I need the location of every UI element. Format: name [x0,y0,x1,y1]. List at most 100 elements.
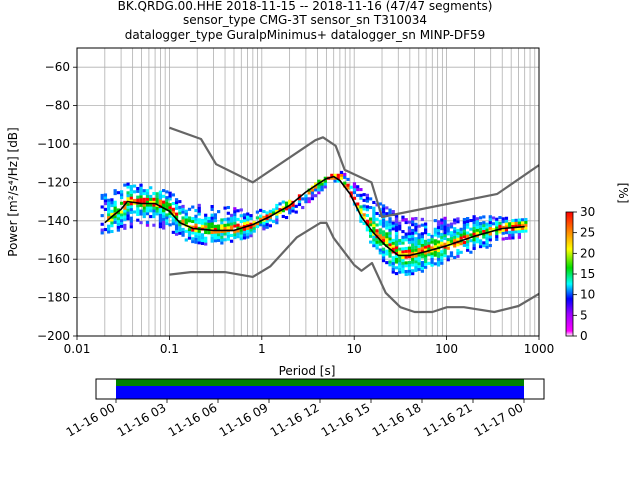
cloud-cell [275,215,279,219]
cloud-cell [281,214,285,219]
cloud-cell [155,195,159,199]
cloud-cell [288,199,292,203]
cloud-cell [417,262,421,266]
cloud-cell [372,209,376,213]
cloud-cell [259,217,263,221]
x-tick-label: 1000 [524,342,555,356]
cloud-cell [404,255,408,259]
cloud-cell [145,212,150,216]
cloud-cell [372,212,376,216]
cloud-cell [162,217,166,221]
cloud-cell [485,242,489,246]
cloud-cell [200,221,205,225]
cloud-cell [126,194,130,198]
x-tick-label: 0.01 [64,342,91,356]
cloud-cell [436,228,441,232]
cloud-cell [440,221,444,225]
cloud-cell [385,223,389,227]
cloud-cell [369,234,373,238]
cloud-cell [103,193,108,197]
cloud-cell [139,198,143,202]
cloud-cell [369,231,373,235]
cloud-cell [210,236,214,240]
cloud-cell [107,204,111,208]
cloud-cell [178,223,182,227]
cloud-cell [423,257,428,261]
cloud-cell [375,243,379,247]
x-axis-ticks: 0.01 0.1 1 10 100 1000 [64,336,555,356]
cloud-cell [466,234,470,238]
cloud-cell [113,189,117,193]
x-tick-label: 1 [258,342,266,356]
cloud-cell [129,193,133,197]
cloud-cell [142,209,146,213]
cloud-cell [129,225,133,229]
cloud-cell [155,200,159,204]
cloud-cell [349,191,353,195]
cloud-cell [485,228,489,232]
cloud-cell [252,220,256,225]
cloud-cell [365,199,370,203]
cloud-cell [521,221,525,225]
cloud-cell [381,250,386,254]
cloud-cell [440,238,444,242]
cloud-cell [107,207,111,211]
cloud-cell [514,218,518,222]
cloud-cell [491,216,496,220]
cloud-cell [456,220,460,224]
cloud-cell [381,213,386,217]
cloud-cell [343,172,347,177]
cloud-cell [453,244,457,248]
cloud-cell [388,208,392,212]
cloud-cell [433,253,437,257]
cloud-cell [423,259,428,264]
cloud-cell [449,222,454,226]
cloud-cell [472,215,476,219]
cloud-cell [200,218,205,222]
cloud-cell [239,231,243,235]
cloud-cell [427,238,431,242]
cloud-cell [417,253,421,257]
cloud-cell [119,201,124,205]
cloud-cell [411,243,415,247]
cloud-cell [501,225,505,229]
cloud-cell [414,240,418,244]
cloud-cell [119,221,124,225]
cloud-cell [381,253,386,257]
cloud-cell [100,228,104,232]
cloud-cell [291,203,295,207]
cloud-cell [401,247,405,251]
cloud-cell [194,240,198,244]
cloud-cell [446,223,450,227]
coverage-tick-label: 11-16 15 [319,400,373,439]
cloud-cell [249,216,253,220]
cloud-cell [136,195,140,199]
cloud-cell [145,200,150,204]
cloud-cell [197,238,201,242]
cloud-cell [174,198,179,202]
cloud-cell [359,196,363,200]
cloud-cell [107,227,111,231]
cloud-cell [323,182,327,186]
cloud-cell [174,226,179,231]
cloud-cell [404,238,408,242]
cloud-cell [271,219,276,223]
cloud-cell [475,217,479,221]
cloud-cell [414,251,418,255]
cloud-cell [443,225,447,229]
cloud-cell [430,240,434,244]
cloud-cell [414,257,418,261]
cloud-cell [488,218,492,222]
cloud-cell [411,272,415,276]
cloud-cell [346,186,350,190]
cloud-cell [242,227,247,231]
cloud-cell [385,220,389,224]
cloud-cell [404,261,408,265]
cloud-cell [213,239,218,243]
cloud-cell [184,221,188,225]
cloud-cell [152,212,156,216]
cloud-cell [362,207,366,211]
cloud-cell [187,227,192,232]
coverage-bars [116,379,524,399]
